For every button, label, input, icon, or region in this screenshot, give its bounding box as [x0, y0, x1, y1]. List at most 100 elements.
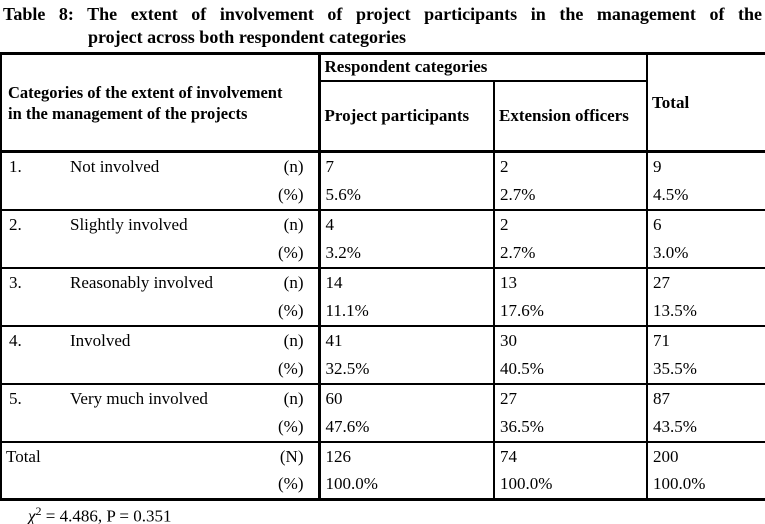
cell-officers-n: 2 — [494, 151, 648, 181]
measure-label: (%) — [278, 474, 304, 494]
cell-participants-n: 14 — [319, 266, 495, 297]
cell-total-n: 27 — [647, 266, 765, 297]
cell-total-pct: 3.0% — [653, 242, 689, 262]
measure-label: (%) — [278, 416, 304, 436]
measure-label: (%) — [278, 184, 304, 204]
cell-grand-total-pct: 100.0% — [653, 474, 706, 494]
cell-officers-pct: 2.7% — [494, 238, 648, 268]
table-row-2-pct: (%) 3.2% 2.7% 3.0% — [1, 238, 765, 268]
header-category-line1: Categories of the extent of involvement — [8, 82, 283, 102]
category-cell: (%) — [1, 180, 321, 210]
category-label: Slightly involved — [70, 214, 188, 234]
category-cell: (%) — [1, 238, 321, 268]
cell-total-n: 9 — [653, 156, 662, 176]
row-number: 3. — [9, 272, 22, 292]
chi-square-text: = 4.486, P = 0.351 — [41, 506, 172, 524]
category-cell: 2. Slightly involved (n) — [1, 208, 321, 239]
table-row-1-n: 1. Not involved (n) 7 2 9 — [1, 151, 765, 181]
category-cell: 1. Not involved (n) — [1, 151, 321, 181]
table-caption: Table 8: The extent of involvement of pr… — [0, 0, 765, 49]
category-cell: (%) — [1, 296, 321, 326]
measure-label: (%) — [278, 242, 304, 262]
cell-officers-n: 2 — [494, 208, 648, 239]
cell-total-pct: 4.5% — [653, 184, 689, 204]
total-cell: Total (N) — [1, 440, 321, 471]
cell-participants-total-pct: 100.0% — [319, 470, 495, 500]
cell-participants-total-n: 126 — [319, 440, 495, 471]
cell-officers-n: 13 — [494, 266, 648, 297]
row-number: 2. — [9, 214, 22, 234]
header-category: Categories of the extent of involvement … — [1, 53, 321, 153]
cell-total-n: 71 — [647, 324, 765, 355]
category-cell: (%) — [1, 354, 321, 384]
cell-officers-total-n: 74 — [494, 440, 648, 471]
cell-officers-total-pct: 100.0% — [494, 470, 648, 500]
header-category-line2: in the management of the projects — [8, 103, 248, 123]
total-cell: (%) — [1, 470, 321, 500]
cell-participants-pct: 32.5% — [319, 354, 495, 384]
table-row-4-pct: (%) 32.5% 40.5% 35.5% — [1, 354, 765, 384]
cell-total-n: 87 — [647, 382, 765, 413]
category-cell: 3. Reasonably involved (n) — [1, 266, 321, 297]
cell-officers-pct: 2.7% — [494, 180, 648, 210]
cell-total-pct: 35.5% — [653, 358, 697, 378]
measure-label: (n) — [283, 272, 304, 292]
table-caption-line1: Table 8: The extent of involvement of pr… — [3, 4, 762, 24]
cell-officers-n: 30 — [494, 324, 648, 355]
measure-label: (%) — [278, 300, 304, 320]
chi-symbol: χ — [28, 506, 36, 524]
cell-participants-pct: 3.2% — [319, 238, 495, 268]
cell-officers-pct: 17.6% — [494, 296, 648, 326]
row-number: 5. — [9, 388, 22, 408]
cell-participants-n: 7 — [319, 151, 495, 181]
header-extension-officers: Extension officers — [494, 80, 648, 153]
category-label: Very much involved — [70, 388, 208, 408]
row-number: 1. — [9, 156, 22, 176]
table-row-3-n: 3. Reasonably involved (n) 14 13 27 — [1, 266, 765, 297]
measure-label: (n) — [283, 330, 304, 350]
table-caption-line2: project across both respondent categorie… — [88, 27, 406, 47]
cell-participants-pct: 5.6% — [319, 180, 495, 210]
cell-participants-n: 60 — [319, 382, 495, 413]
cell-participants-pct: 47.6% — [319, 412, 495, 442]
cell-participants-n: 4 — [319, 208, 495, 239]
cell-total-pct: 43.5% — [653, 416, 697, 436]
cell-officers-pct: 40.5% — [494, 354, 648, 384]
table-row-total-n: Total (N) 126 74 200 — [1, 440, 765, 471]
measure-label: (n) — [283, 388, 304, 408]
cell-total-n: 6 — [647, 208, 765, 239]
measure-label: (%) — [278, 358, 304, 378]
category-label: Reasonably involved — [70, 272, 214, 292]
category-label: Not involved — [70, 156, 160, 176]
chi-superscript: 2 — [35, 504, 42, 518]
table-row-4-n: 4. Involved (n) 41 30 71 — [1, 324, 765, 355]
category-cell: 4. Involved (n) — [1, 324, 321, 355]
category-label: Involved — [70, 330, 131, 350]
header-total: Total — [647, 53, 765, 153]
header-row-2: Project participants Extension officers — [1, 80, 765, 153]
table-8: Categories of the extent of involvement … — [0, 52, 765, 501]
measure-label: (n) — [283, 156, 304, 176]
cell-officers-pct: 36.5% — [494, 412, 648, 442]
cell-grand-total-n: 200 — [647, 440, 765, 471]
chi-square-note: χ2 = 4.486, P = 0.351 — [28, 504, 765, 524]
header-project-participants: Project participants — [319, 80, 495, 153]
table-row-total-pct: (%) 100.0% 100.0% 100.0% — [1, 470, 765, 500]
table-row-3-pct: (%) 11.1% 17.6% 13.5% — [1, 296, 765, 326]
table-row-2-n: 2. Slightly involved (n) 4 2 6 — [1, 208, 765, 239]
measure-label: (n) — [283, 214, 304, 234]
total-label: Total — [6, 446, 41, 466]
table-row-1-pct: (%) 5.6% 2.7% 4.5% — [1, 180, 765, 210]
category-cell: (%) — [1, 412, 321, 442]
header-row-1: Categories of the extent of involvement … — [1, 53, 765, 153]
cell-participants-pct: 11.1% — [319, 296, 495, 326]
cell-officers-n: 27 — [494, 382, 648, 413]
table-row-5-pct: (%) 47.6% 36.5% 43.5% — [1, 412, 765, 442]
category-cell: 5. Very much involved (n) — [1, 382, 321, 413]
cell-participants-n: 41 — [319, 324, 495, 355]
measure-label: (N) — [279, 446, 304, 466]
header-respondent-categories: Respondent categories — [319, 53, 648, 82]
cell-total-pct: 13.5% — [653, 300, 697, 320]
table-row-5-n: 5. Very much involved (n) 60 27 87 — [1, 382, 765, 413]
